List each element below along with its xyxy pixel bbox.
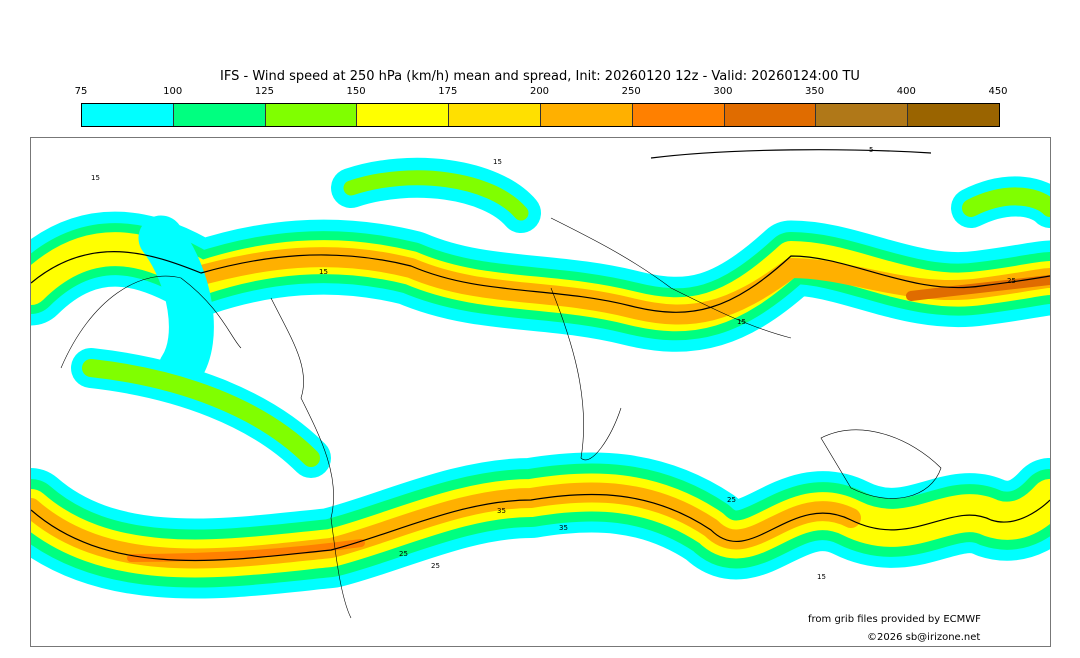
contour-label: 15 — [817, 573, 826, 581]
contour-label: 25 — [431, 562, 440, 570]
colorbar-tick-label: 300 — [713, 86, 733, 97]
coastlines — [60, 217, 942, 619]
wind-speed-map: 15 15 15 15 25 35 35 25 25 25 15 5 from … — [30, 137, 1051, 647]
colorbar-tick-label: 175 — [438, 86, 458, 97]
colorbar-tick-label: 250 — [621, 86, 641, 97]
contour-lines — [31, 149, 1050, 562]
colorbar-tick-label: 100 — [163, 86, 183, 97]
southern-jet — [31, 452, 1050, 599]
copyright: ©2026 sb@irizone.net — [867, 632, 981, 643]
colorbar-bin — [265, 104, 358, 126]
contour-label: 35 — [559, 524, 568, 532]
colorbar-bin — [173, 104, 266, 126]
contour-label: 25 — [399, 550, 408, 558]
colorbar-bin — [540, 104, 633, 126]
colorbar-bin — [449, 104, 541, 126]
colorbar-bin — [82, 104, 174, 126]
colorbar-bin — [908, 104, 999, 126]
colorbar-bin — [816, 104, 909, 126]
colorbar-bin — [724, 104, 817, 126]
contour-label: 15 — [91, 174, 100, 182]
contour-label: 15 — [493, 158, 502, 166]
northern-jet — [31, 157, 1050, 478]
chart-title: IFS - Wind speed at 250 hPa (km/h) mean … — [220, 69, 860, 84]
contour-labels: 15 15 15 15 25 35 35 25 25 25 15 5 — [91, 146, 1016, 581]
contour-label: 15 — [319, 268, 328, 276]
colorbar-bin — [632, 104, 725, 126]
colorbar — [81, 103, 1000, 127]
colorbar-tick-label: 200 — [529, 86, 550, 97]
contour-label: 35 — [497, 507, 506, 515]
source-credit: from grib files provided by ECMWF — [808, 614, 981, 625]
colorbar-tick-label: 450 — [988, 86, 1008, 97]
jet-stream-layer: 15 15 15 15 25 35 35 25 25 25 15 5 — [31, 146, 1050, 619]
colorbar-tick-label: 75 — [74, 86, 88, 97]
colorbar-bin — [357, 104, 450, 126]
colorbar-tick-label: 350 — [805, 86, 825, 97]
contour-label: 15 — [737, 318, 746, 326]
colorbar-tick-label: 400 — [896, 86, 916, 97]
colorbar-tick-label: 150 — [346, 86, 366, 97]
contour-label: 25 — [727, 496, 736, 504]
contour-label: 25 — [1007, 277, 1016, 285]
contour-label: 5 — [869, 146, 873, 154]
colorbar-tick-label: 125 — [254, 86, 274, 97]
